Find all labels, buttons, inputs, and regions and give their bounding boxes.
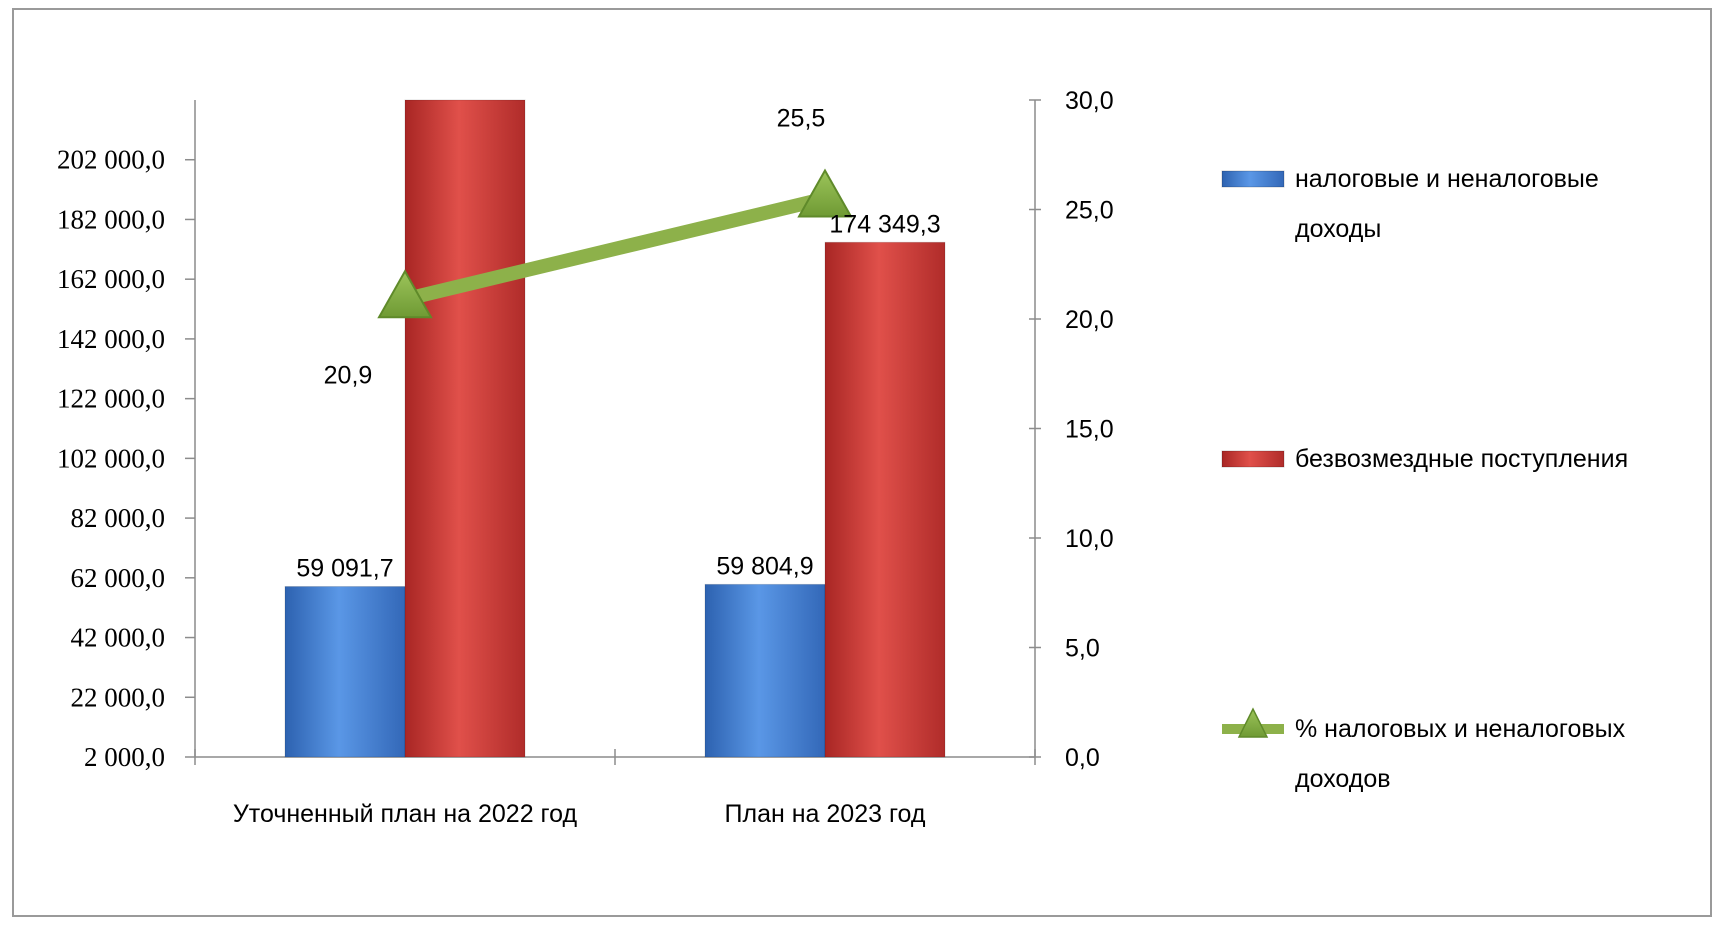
- legend-label: доходы: [1295, 215, 1381, 243]
- bar-data-label: 174 349,3: [829, 210, 940, 238]
- legend-label: безвозмездные поступления: [1295, 445, 1628, 473]
- percent-line: [403, 191, 827, 307]
- x-category-label: Уточненный план на 2022 год: [233, 800, 578, 828]
- y-right-tick-label: 30,0: [1065, 87, 1114, 115]
- legend-label: доходов: [1295, 765, 1391, 793]
- y-left-tick-label: 202 000,0: [57, 145, 165, 175]
- y-left-tick-label: 62 000,0: [71, 563, 166, 593]
- legend-label: налоговые и неналоговые: [1295, 165, 1599, 193]
- y-right-tick-label: 25,0: [1065, 197, 1114, 225]
- y-left-tick-label: 122 000,0: [57, 384, 165, 414]
- legend-swatch-bar: [1221, 170, 1285, 188]
- y-right-tick-label: 10,0: [1065, 525, 1114, 553]
- bar-tax-revenue: [284, 586, 406, 758]
- bar-gratuitous-receipts: [404, 99, 526, 758]
- y-right-tick-label: 20,0: [1065, 306, 1114, 334]
- bars-layer: [284, 99, 946, 758]
- legend: налоговые и неналоговые доходы безвозмездн…: [1221, 165, 1628, 793]
- bar-data-label: 59 091,7: [296, 555, 393, 583]
- legend-label: % налоговых и неналоговых: [1295, 715, 1626, 743]
- bar-tax-revenue: [704, 583, 826, 758]
- y-left-tick-label: 22 000,0: [71, 682, 166, 712]
- y-right-tick-label: 5,0: [1065, 635, 1100, 663]
- y-left-tick-label: 82 000,0: [71, 503, 166, 533]
- y-left-tick-label: 142 000,0: [57, 324, 165, 354]
- legend-swatch-bar: [1221, 450, 1285, 468]
- bar-gratuitous-receipts: [824, 241, 946, 758]
- legend-swatch-triangle: [1237, 707, 1269, 738]
- x-category-label: План на 2023 год: [725, 800, 926, 828]
- y-left-tick-label: 2 000,0: [84, 742, 165, 772]
- labels-layer: 59 091,7 59 804,9 174 349,3 20,9 25,5: [296, 105, 940, 583]
- percent-data-label: 20,9: [324, 361, 373, 389]
- y-left-tick-label: 162 000,0: [57, 264, 165, 294]
- percent-data-label: 25,5: [777, 105, 826, 133]
- percent-marker-triangle: [377, 269, 433, 319]
- line-layer: [377, 168, 853, 319]
- y-left-tick-label: 102 000,0: [57, 443, 165, 473]
- axes-layer: 2 000,0 22 000,0 42 000,0 62 000,0 82 000,0 1…: [57, 87, 1114, 828]
- y-left-tick-label: 42 000,0: [71, 623, 166, 653]
- y-left-tick-label: 182 000,0: [57, 204, 165, 234]
- y-right-tick-label: 0,0: [1065, 744, 1100, 772]
- bar-data-label: 59 804,9: [716, 552, 813, 580]
- percent-marker-triangle: [797, 168, 853, 218]
- y-right-tick-label: 15,0: [1065, 416, 1114, 444]
